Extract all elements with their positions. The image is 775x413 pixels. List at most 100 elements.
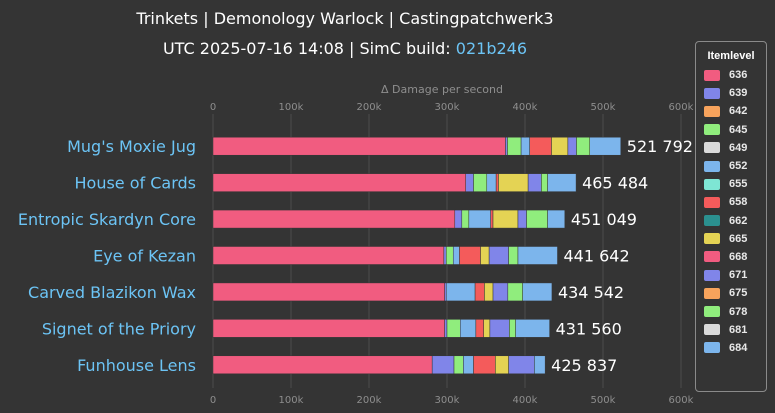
bar-segment (489, 319, 510, 338)
bar-segment (508, 355, 535, 375)
bar-segment (507, 282, 523, 302)
legend-item[interactable]: 668 (696, 248, 766, 266)
bar-segment (463, 355, 474, 375)
bar-segment (453, 355, 464, 375)
bar-segment (515, 319, 550, 338)
legend-item[interactable]: 671 (696, 266, 766, 284)
legend-item[interactable]: 649 (696, 139, 766, 157)
x-tick-label-bottom: 600k (669, 395, 694, 406)
build-hash-link[interactable]: 021b246 (455, 39, 528, 58)
legend-item[interactable]: 662 (696, 212, 766, 230)
bar-segment (551, 136, 569, 156)
bar-segment (473, 355, 496, 375)
legend-item[interactable]: 665 (696, 230, 766, 248)
legend-label: 642 (729, 105, 748, 118)
legend-label: 658 (729, 196, 748, 209)
bar-segment (488, 246, 509, 265)
category-label: Eye of Kezan (93, 247, 196, 266)
legend-item[interactable]: 684 (696, 339, 766, 357)
legend-swatch (704, 142, 720, 154)
x-tick-label-top: 300k (435, 102, 460, 113)
legend-swatch (704, 196, 720, 208)
category-label: Signet of the Priory (42, 319, 196, 338)
x-tick-label-top: 500k (591, 102, 616, 113)
bar-segment (460, 319, 477, 338)
legend-item[interactable]: 655 (696, 175, 766, 193)
legend-item[interactable]: 645 (696, 121, 766, 139)
value-label: 431 560 (556, 319, 622, 338)
legend-swatch (704, 306, 720, 318)
legend-label: 655 (729, 178, 748, 191)
bar-segment (490, 209, 494, 229)
bar-segment (446, 319, 461, 338)
bar-segment (526, 209, 548, 229)
legend-item[interactable]: 642 (696, 102, 766, 120)
bar-segment (474, 282, 485, 302)
bar-segment (520, 136, 530, 156)
x-tick-label-bottom: 0 (210, 395, 216, 406)
category-label: Carved Blazikon Wax (28, 283, 196, 302)
legend-label: 681 (729, 323, 748, 336)
x-tick-label-top: 200k (357, 102, 382, 113)
x-tick-label-top: 600k (669, 102, 694, 113)
x-tick-label-top: 0 (210, 102, 216, 113)
bar-segment (495, 355, 509, 375)
legend-item[interactable]: 636 (696, 66, 766, 84)
bar-segment (212, 209, 456, 229)
legend-swatch (704, 105, 720, 117)
legend-label: 649 (729, 141, 748, 154)
bar-segment (443, 246, 447, 265)
bar-segment (492, 282, 509, 302)
timestamp-build-text: UTC 2025-07-16 14:08 | SimC build: (162, 39, 456, 58)
category-label: Funhouse Lens (77, 356, 196, 375)
bar-segment (468, 209, 491, 229)
bar-segment (517, 209, 527, 229)
value-label: 441 642 (563, 247, 629, 266)
bar-segment (498, 173, 529, 192)
bar-segment (507, 136, 522, 156)
bar-segment (576, 136, 590, 156)
bar-segment (475, 319, 484, 338)
chart-subtitle: UTC 2025-07-16 14:08 | SimC build: 021b2… (0, 39, 690, 58)
value-label: 521 792 (627, 137, 693, 156)
legend-label: 639 (729, 87, 748, 100)
category-label: House of Cards (75, 174, 197, 193)
legend-swatch (704, 87, 720, 99)
legend-label: 662 (729, 214, 748, 227)
legend-item[interactable]: 675 (696, 284, 766, 302)
legend-swatch (704, 324, 720, 336)
bar-segment (517, 246, 558, 265)
legend-label: 668 (729, 250, 748, 263)
legend-item[interactable]: 678 (696, 302, 766, 320)
x-tick-label-bottom: 100k (279, 395, 304, 406)
bar-segment (567, 136, 577, 156)
bar-segment (444, 319, 448, 338)
value-label: 465 484 (582, 174, 648, 193)
legend-item[interactable]: 658 (696, 193, 766, 211)
legend-item[interactable]: 681 (696, 321, 766, 339)
legend-swatch (704, 69, 720, 81)
chart-title: Trinkets | Demonology Warlock | Castingp… (136, 9, 554, 28)
bar-segment (492, 209, 519, 229)
bar-segment (483, 319, 491, 338)
bar-segment (522, 282, 553, 302)
legend-swatch (704, 287, 720, 299)
bar-segment (445, 282, 476, 302)
legend-label: 678 (729, 305, 748, 318)
x-tick-label-bottom: 200k (357, 395, 382, 406)
legend-item[interactable]: 652 (696, 157, 766, 175)
legend-swatch (704, 251, 720, 263)
legend-label: 675 (729, 287, 748, 300)
legend-item[interactable]: 639 (696, 84, 766, 102)
bar-segment (505, 136, 508, 156)
x-axis-title: Δ Damage per second (381, 83, 503, 96)
bar-segment (486, 173, 497, 192)
chart-legend: Itemlevel 636 639 642 645 649 652 655 658 662 665… (695, 41, 767, 392)
legend-swatch (704, 342, 720, 354)
legend-label: 645 (729, 123, 748, 136)
legend-label: 636 (729, 69, 748, 82)
legend-label: 652 (729, 160, 748, 173)
bar-segment (480, 246, 490, 265)
bar-segment (541, 173, 548, 192)
